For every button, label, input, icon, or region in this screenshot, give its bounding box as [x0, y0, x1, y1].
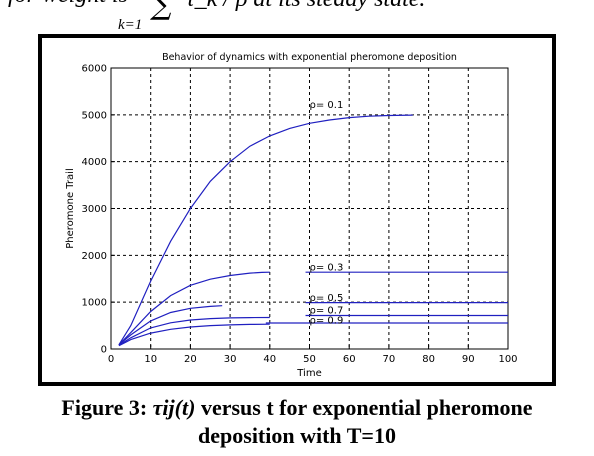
- rho-annotation-5: ρ= 0.9: [310, 316, 344, 327]
- top-formula-prefix: for weight is: [8, 0, 128, 8]
- x-tick-label: 90: [462, 354, 475, 365]
- x-tick-label: 30: [224, 354, 237, 365]
- x-tick-label: 100: [498, 354, 517, 365]
- figure-frame: 0 10 20 30 40 50 60 70 80 90 100 0 1000 2000 3000 4000 5…: [38, 34, 556, 386]
- y-tick-label: 6000: [82, 64, 107, 75]
- x-tick-label: 20: [184, 354, 197, 365]
- top-formula-svg: for weight is ∑ k=1 τ_k / ρ at its stead…: [8, 0, 425, 33]
- series-curve-4: [118, 316, 270, 346]
- x-tick-label: 60: [343, 354, 356, 365]
- y-tick-label: 1000: [82, 298, 107, 309]
- figure-caption: Figure 3: τij(t) versus t for exponentia…: [0, 394, 594, 450]
- series-curve-1: [118, 114, 413, 346]
- x-tick-label: 40: [263, 354, 276, 365]
- rho-annotation-2: ρ= 0.3: [310, 262, 344, 273]
- sum-symbol: ∑: [150, 0, 172, 22]
- x-tick-label: 80: [422, 354, 435, 365]
- y-tick-label: 2000: [82, 251, 107, 262]
- y-tick-label: 3000: [82, 204, 107, 215]
- sum-lower-limit: k=1: [118, 17, 142, 33]
- caption-line-1: Figure 3: τij(t) versus t for exponentia…: [0, 394, 594, 422]
- caption-prefix: Figure 3:: [61, 395, 153, 420]
- top-formula-suffix: τ_k / ρ at its steady state.: [186, 0, 425, 12]
- x-tick-label: 0: [108, 354, 114, 365]
- x-axis-label: Time: [296, 368, 321, 379]
- y-tick-label: 0: [101, 345, 107, 356]
- rho-annotation-3: ρ= 0.5: [310, 293, 344, 304]
- series-curve-2: [118, 271, 270, 346]
- chart-svg: 0 10 20 30 40 50 60 70 80 90 100010002000300040005…: [65, 52, 518, 379]
- top-formula-fragment: for weight is ∑ k=1 τ_k / ρ at its stead…: [0, 0, 594, 34]
- caption-line-2: deposition with T=10: [198, 423, 396, 448]
- series-curve-3: [118, 305, 223, 346]
- x-tick-label: 70: [383, 354, 396, 365]
- chart-title: Behavior of dynamics with exponential ph…: [162, 52, 457, 63]
- rho-annotation-4: ρ= 0.7: [310, 306, 344, 317]
- caption-line1-suffix: versus t for exponential pheromone: [195, 395, 533, 420]
- x-tick-label: 50: [303, 354, 316, 365]
- series-curve-5: [118, 323, 270, 347]
- rho-annotation-1: ρ= 0.1: [310, 100, 344, 111]
- y-tick-label: 5000: [82, 110, 107, 121]
- x-tick-label: 10: [144, 354, 157, 365]
- y-axis-label: Pheromone Trail: [65, 168, 76, 249]
- y-tick-label: 4000: [82, 157, 107, 168]
- caption-symbol: τij(t): [152, 395, 196, 420]
